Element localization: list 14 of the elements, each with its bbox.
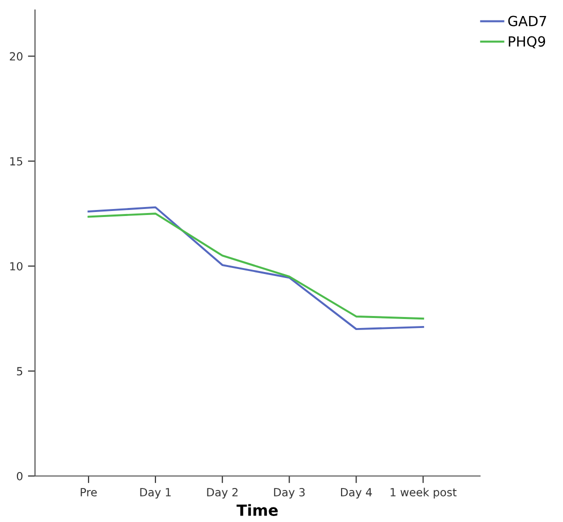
x-tick-label: Pre	[80, 488, 97, 496]
x-tick-label: Day 4	[341, 488, 372, 499]
x-tick-label: Day 3	[274, 488, 305, 499]
x-tick-label: Day 1	[140, 488, 171, 499]
y-tick-label: 10	[10, 262, 22, 270]
legend-label: PHQ9	[508, 36, 546, 48]
legend-label: GAD7	[508, 16, 546, 26]
y-tick-label: 0	[16, 472, 22, 480]
y-tick-label: 20	[10, 52, 22, 61]
x-axis-title: Time	[236, 504, 278, 516]
x-tick-label: Day 2	[207, 488, 238, 499]
y-tick-label: 15	[10, 157, 22, 166]
x-tick-label: 1 week post	[390, 488, 457, 499]
y-tick-label: 5	[16, 367, 22, 376]
